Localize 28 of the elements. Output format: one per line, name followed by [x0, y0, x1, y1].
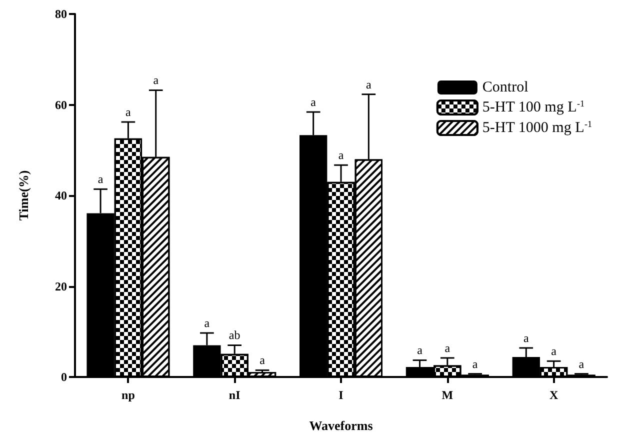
- annotation: a: [444, 340, 451, 355]
- annotation: a: [204, 316, 210, 330]
- x-tick-label: M: [442, 388, 454, 402]
- y-axis-title: Time(%): [16, 170, 31, 221]
- annotation: a: [472, 356, 478, 371]
- y-tick-label: 0: [61, 370, 67, 384]
- y-tick-label: 60: [55, 98, 67, 112]
- annotation: a: [126, 104, 132, 119]
- annotation: a: [366, 77, 372, 92]
- annotation: a: [578, 356, 585, 371]
- annotation: a: [551, 344, 558, 358]
- y-tick-label: 20: [55, 279, 67, 294]
- annotation: a: [338, 148, 344, 162]
- annotation: a: [417, 343, 424, 358]
- y-tick-label: 80: [55, 7, 67, 21]
- annotation: a: [310, 95, 317, 110]
- y-tick-label: 40: [55, 188, 67, 202]
- legend-label: Control: [482, 80, 528, 96]
- x-axis-title: Waveforms: [309, 418, 373, 433]
- annotation: a: [153, 73, 160, 88]
- x-tick-label: nI: [228, 388, 241, 402]
- annotation: a: [98, 172, 104, 186]
- annotation: a: [260, 353, 266, 368]
- x-tick-label: I: [338, 388, 344, 402]
- annotation: ab: [228, 328, 240, 342]
- x-tick-label: np: [122, 388, 136, 402]
- x-tick-label: X: [549, 388, 558, 402]
- annotation: a: [523, 330, 530, 345]
